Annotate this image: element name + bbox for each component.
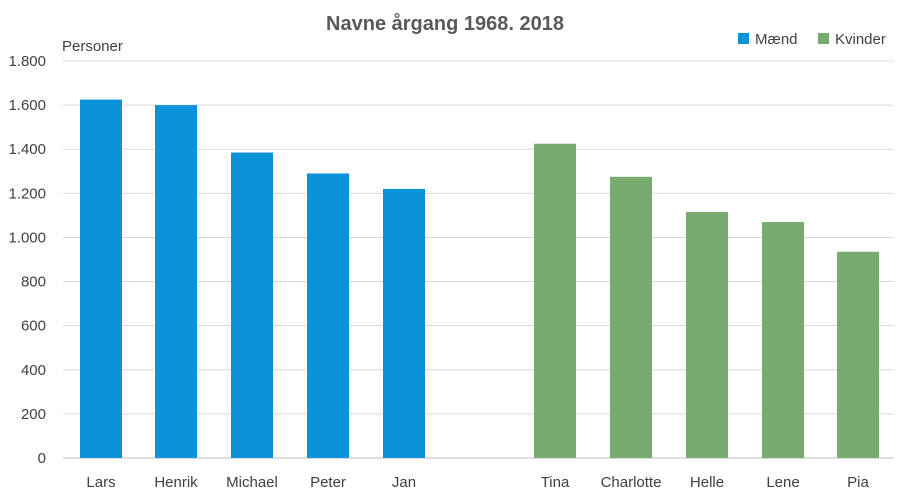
x-category-label: Henrik xyxy=(154,474,198,491)
x-category-label: Peter xyxy=(310,474,346,491)
bar-lene xyxy=(762,222,804,458)
y-tick-label: 1.000 xyxy=(8,229,46,246)
x-category-label: Michael xyxy=(226,474,278,491)
bar-charlotte xyxy=(610,176,652,458)
y-tick-label: 800 xyxy=(21,274,46,291)
legend-label-maend: Mænd xyxy=(755,31,798,48)
x-category-label: Tina xyxy=(541,474,570,491)
y-tick-label: 400 xyxy=(21,362,46,379)
bar-peter xyxy=(307,173,349,458)
bars xyxy=(80,99,879,459)
x-category-label: Charlotte xyxy=(601,474,662,491)
x-axis-categories: Lars Henrik Michael Peter Jan Tina Charlotte He… xyxy=(86,474,869,491)
bar-lars xyxy=(80,99,122,458)
y-tick-label: 1.200 xyxy=(8,185,46,202)
y-tick-label: 1.600 xyxy=(8,97,46,114)
gridlines xyxy=(63,60,894,459)
bar-jan xyxy=(383,188,425,458)
y-tick-label: 0 xyxy=(38,450,46,467)
y-tick-label: 200 xyxy=(21,406,46,423)
x-category-label: Pia xyxy=(847,474,869,491)
x-category-label: Helle xyxy=(690,474,724,491)
x-category-label: Lene xyxy=(766,474,799,491)
y-tick-label: 1.800 xyxy=(8,53,46,70)
x-category-label: Lars xyxy=(86,474,115,491)
bar-henrik xyxy=(155,105,197,458)
legend: Mænd Kvinder xyxy=(738,31,886,48)
bar-michael xyxy=(231,152,273,458)
bar-helle xyxy=(686,212,728,458)
bar-pia xyxy=(837,251,879,458)
legend-label-kvinder: Kvinder xyxy=(835,31,886,48)
legend-swatch-maend xyxy=(738,33,749,44)
x-category-label: Jan xyxy=(392,474,416,491)
chart-title: Navne årgang 1968. 2018 xyxy=(326,12,564,35)
y-axis-label: Personer xyxy=(62,38,123,55)
y-tick-label: 1.400 xyxy=(8,141,46,158)
bar-tina xyxy=(534,143,576,459)
legend-swatch-kvinder xyxy=(818,33,829,44)
y-axis-ticks: 0 200 400 600 800 1.000 1.200 1.400 1.600 1.800 xyxy=(8,53,46,467)
y-tick-label: 600 xyxy=(21,318,46,335)
